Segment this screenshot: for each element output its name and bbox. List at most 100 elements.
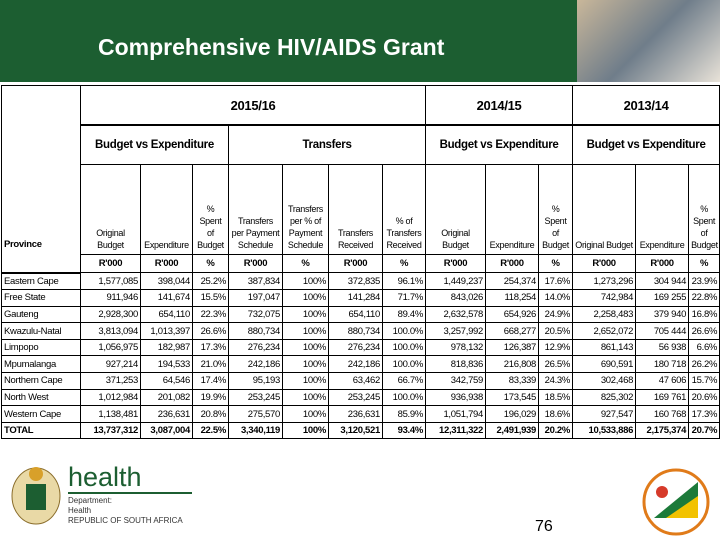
cell-value: 242,186 bbox=[228, 355, 283, 374]
cell-value: 936,938 bbox=[425, 388, 487, 407]
cell-value: 182,987 bbox=[140, 338, 193, 357]
cell-value: 22.3% bbox=[192, 305, 229, 324]
grant-table: Province 2015/16 2014/15 2013/14 Budget vs E… bbox=[1, 85, 720, 440]
cell-value: 95,193 bbox=[228, 372, 283, 390]
cell-value: 1,138,481 bbox=[80, 405, 141, 423]
cell-value: 880,734 bbox=[228, 322, 283, 340]
column-header: Expenditure bbox=[635, 164, 690, 255]
cell-value: 23.9% bbox=[688, 271, 720, 291]
column-header: % Spent of Budget bbox=[688, 164, 720, 255]
cell-value: 25.2% bbox=[192, 271, 229, 291]
cell-value: 141,674 bbox=[140, 289, 193, 307]
province-row: Gauteng 2,928,300 654,110 22.3% 732,075 100% 6… bbox=[1, 305, 720, 324]
cell-value: 26.6% bbox=[192, 322, 229, 340]
cell-value: 160 768 bbox=[635, 405, 690, 423]
province-row: Northern Cape 371,253 64,546 17.4% 95,193 100… bbox=[1, 372, 720, 390]
unit-label: % bbox=[192, 254, 229, 273]
cell-value: 654,110 bbox=[140, 305, 193, 324]
cell-value: 379 940 bbox=[635, 305, 690, 324]
cell-value: 173,545 bbox=[485, 388, 540, 407]
logo-line: Department: bbox=[68, 496, 113, 505]
cell-value: 654,926 bbox=[485, 305, 540, 324]
logo-name: health bbox=[68, 462, 142, 492]
cell-value: 71.7% bbox=[381, 289, 427, 307]
cell-value: 24.9% bbox=[538, 305, 574, 324]
cell-value: 100% bbox=[282, 372, 329, 390]
cell-value: 2,258,483 bbox=[572, 305, 637, 324]
province-row: Western Cape 1,138,481 236,631 20.8% 275,570… bbox=[1, 405, 720, 423]
cell-value: 387,834 bbox=[228, 271, 283, 291]
cell-value: 304 944 bbox=[635, 271, 690, 291]
total-value: 93.4% bbox=[381, 421, 427, 440]
cell-value: 1,056,975 bbox=[80, 338, 141, 357]
column-header: Original Budget bbox=[80, 164, 141, 255]
province-name: Northern Cape bbox=[1, 372, 81, 390]
cell-value: 85.9% bbox=[381, 405, 427, 423]
cell-value: 927,547 bbox=[572, 405, 637, 423]
cell-value: 64,546 bbox=[140, 372, 193, 390]
cell-value: 818,836 bbox=[425, 355, 487, 374]
unit-label: R'000 bbox=[485, 254, 540, 273]
cell-value: 1,012,984 bbox=[80, 388, 141, 407]
cell-value: 14.0% bbox=[538, 289, 574, 307]
unit-row: R'000 R'000% R'000% R'000% R'000 R'000% R'000 R… bbox=[2, 254, 720, 273]
cell-value: 201,082 bbox=[140, 388, 193, 407]
cell-value: 100% bbox=[282, 388, 329, 407]
cell-value: 100% bbox=[282, 405, 329, 423]
cell-value: 342,759 bbox=[425, 372, 487, 390]
total-value: 20.7% bbox=[688, 421, 720, 440]
cell-value: 17.3% bbox=[688, 405, 720, 423]
cell-value: 236,631 bbox=[140, 405, 193, 423]
unit-label: R'000 bbox=[228, 254, 283, 273]
cell-value: 24.3% bbox=[538, 372, 574, 390]
province-row: Kwazulu-Natal 3,813,094 1,013,397 26.6% 880,… bbox=[1, 322, 720, 340]
total-value: 3,120,521 bbox=[328, 421, 383, 440]
cell-value: 843,026 bbox=[425, 289, 487, 307]
anniversary-logo bbox=[642, 468, 710, 536]
cell-value: 141,284 bbox=[328, 289, 383, 307]
province-row: Free State 911,946 141,674 15.5% 197,047 100%… bbox=[1, 289, 720, 307]
cell-value: 825,302 bbox=[572, 388, 637, 407]
cell-value: 276,234 bbox=[328, 338, 383, 357]
cell-value: 19.9% bbox=[192, 388, 229, 407]
column-header: Expenditure bbox=[140, 164, 193, 255]
cell-value: 26.6% bbox=[688, 322, 720, 340]
province-name: North West bbox=[1, 388, 81, 407]
total-value: 2,491,939 bbox=[485, 421, 540, 440]
cell-value: 21.0% bbox=[192, 355, 229, 374]
unit-label: R'000 bbox=[80, 254, 141, 273]
column-row: Original Budget Expenditure% Spent of Bud… bbox=[2, 164, 720, 255]
province-name: Eastern Cape bbox=[1, 271, 81, 291]
total-value: 3,340,119 bbox=[228, 421, 283, 440]
cell-value: 22.8% bbox=[688, 289, 720, 307]
unit-label: R'000 bbox=[425, 254, 487, 273]
column-header: Expenditure bbox=[485, 164, 540, 255]
cell-value: 253,245 bbox=[228, 388, 283, 407]
column-header: % Spent of Budget bbox=[192, 164, 229, 255]
province-row: Mpumalanga 927,214 194,533 21.0% 242,186 100%… bbox=[1, 355, 720, 374]
cell-value: 254,374 bbox=[485, 271, 540, 291]
cell-value: 15.5% bbox=[192, 289, 229, 307]
cell-value: 2,632,578 bbox=[425, 305, 487, 324]
province-name: Free State bbox=[1, 289, 81, 307]
column-header: % of Transfers Received bbox=[381, 164, 427, 255]
cell-value: 26.5% bbox=[538, 355, 574, 374]
cell-value: 690,591 bbox=[572, 355, 637, 374]
cell-value: 100% bbox=[282, 289, 329, 307]
cell-value: 100.0% bbox=[381, 355, 427, 374]
coat-of-arms bbox=[11, 467, 61, 525]
province-row: Eastern Cape 1,577,085 398,044 25.2% 387,834… bbox=[1, 271, 720, 291]
unit-label: % bbox=[381, 254, 427, 273]
cell-value: 26.2% bbox=[688, 355, 720, 374]
group-header: Budget vs Expenditure bbox=[572, 124, 720, 165]
logo-line: REPUBLIC OF SOUTH AFRICA bbox=[68, 516, 183, 525]
cell-value: 100.0% bbox=[381, 338, 427, 357]
cell-value: 118,254 bbox=[485, 289, 540, 307]
header-bar: Comprehensive HIV/AIDS Grant bbox=[0, 0, 720, 82]
column-header: Original Budget bbox=[425, 164, 487, 255]
cell-value: 927,214 bbox=[80, 355, 141, 374]
column-header: Original Budget bbox=[572, 164, 637, 255]
total-value: 13,737,312 bbox=[80, 421, 141, 440]
column-header: % Spent of Budget bbox=[538, 164, 574, 255]
